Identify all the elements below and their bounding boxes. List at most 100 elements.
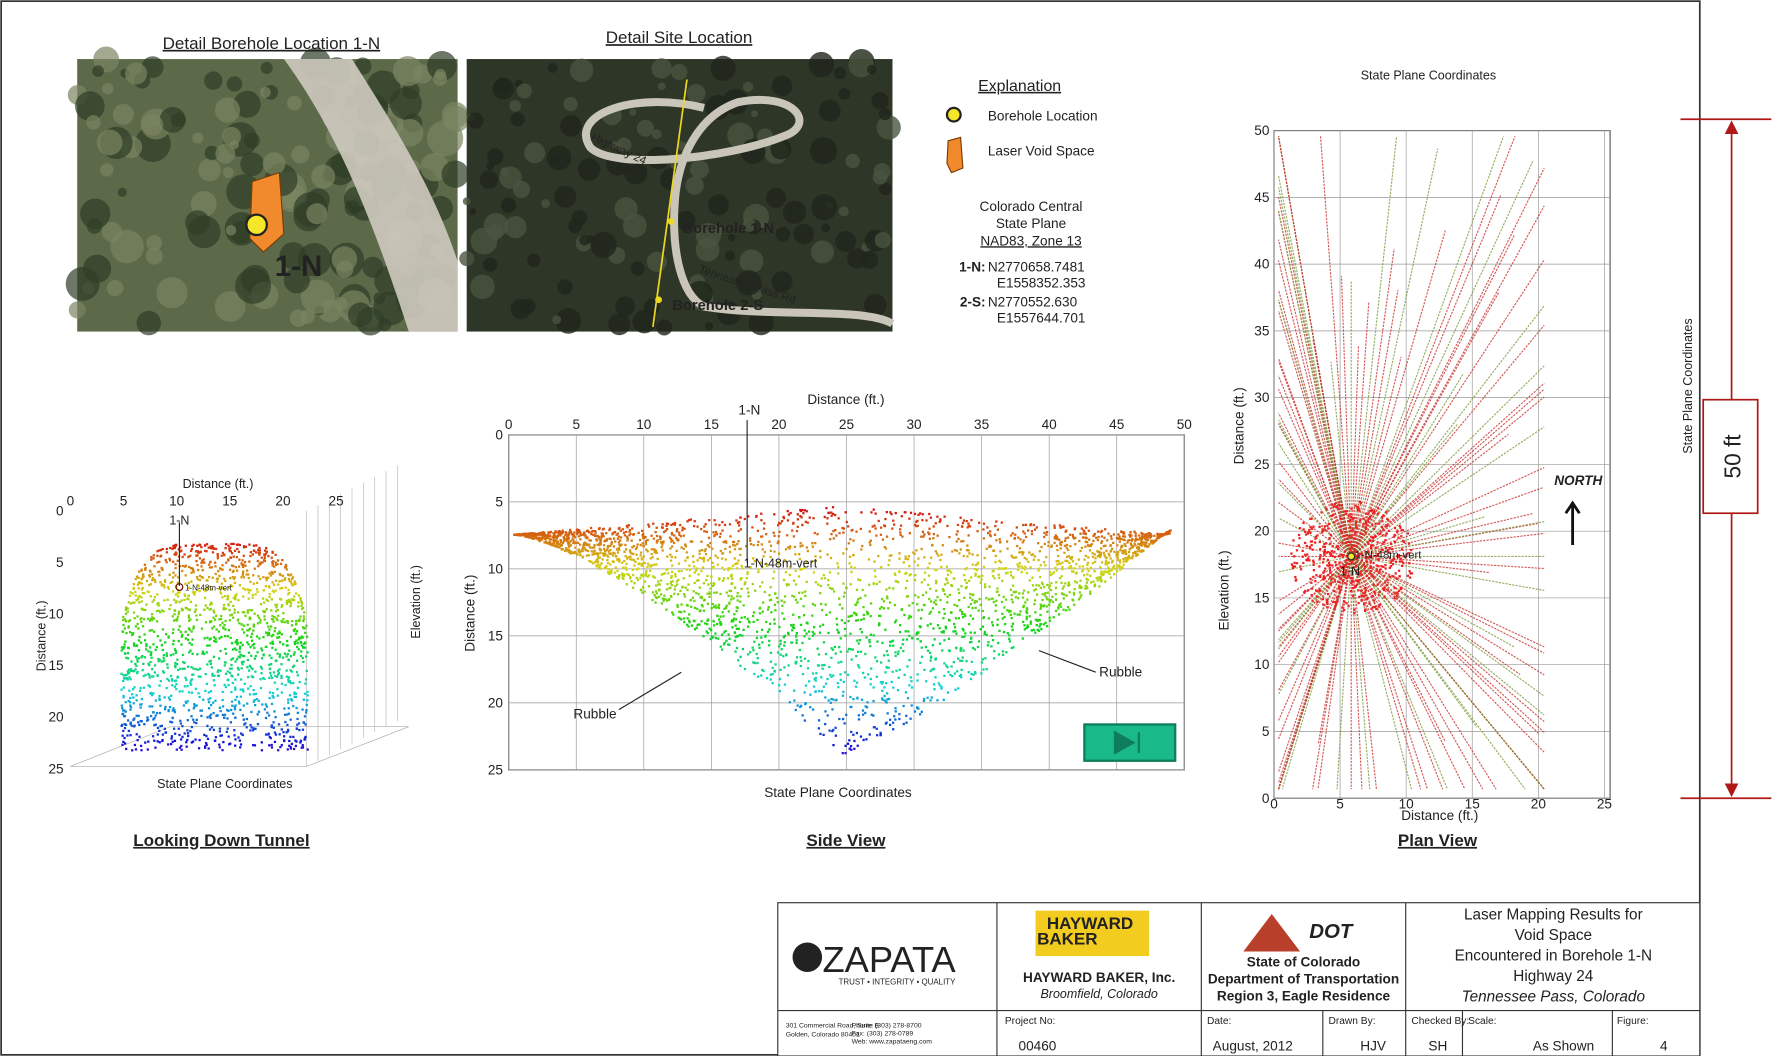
tree — [290, 310, 307, 327]
point — [221, 596, 223, 598]
point — [295, 707, 297, 709]
point — [958, 552, 960, 554]
point — [709, 557, 711, 559]
point — [797, 513, 799, 515]
point — [245, 546, 247, 548]
point — [637, 557, 639, 559]
point — [1091, 543, 1093, 545]
point — [977, 576, 979, 578]
tree — [427, 120, 463, 156]
point — [927, 650, 929, 652]
point — [295, 623, 297, 625]
tick-label: 0 — [495, 427, 503, 442]
point — [935, 603, 937, 605]
point — [639, 577, 641, 579]
point — [187, 719, 189, 721]
point — [814, 604, 816, 606]
point — [1129, 536, 1131, 538]
point — [529, 532, 531, 534]
point — [220, 592, 222, 594]
tree — [766, 188, 786, 208]
point — [1019, 547, 1021, 549]
point — [1056, 536, 1058, 538]
point — [153, 717, 155, 719]
point — [731, 578, 733, 580]
point — [152, 735, 154, 737]
point — [298, 594, 300, 596]
tree — [188, 215, 221, 248]
point — [986, 526, 988, 528]
point — [802, 512, 804, 514]
point — [1083, 558, 1085, 560]
tree — [552, 315, 561, 324]
point — [849, 633, 851, 635]
tree — [102, 83, 113, 94]
point — [1119, 561, 1121, 563]
point — [247, 659, 249, 661]
point — [984, 657, 986, 659]
point — [306, 699, 308, 701]
point — [215, 548, 217, 550]
point — [909, 532, 911, 534]
point — [706, 575, 708, 577]
point — [929, 538, 931, 540]
point — [804, 629, 806, 631]
point — [648, 574, 650, 576]
point — [1110, 538, 1112, 540]
point — [830, 698, 832, 700]
tree — [839, 206, 849, 216]
point — [984, 586, 986, 588]
point — [673, 534, 675, 536]
tree — [834, 67, 846, 79]
point — [172, 576, 174, 578]
point — [1018, 592, 1020, 594]
point — [950, 612, 952, 614]
point — [811, 542, 813, 544]
point — [1064, 540, 1066, 542]
point — [967, 549, 969, 551]
point — [129, 595, 131, 597]
point — [593, 544, 595, 546]
point — [250, 726, 252, 728]
point — [651, 599, 653, 601]
label: E1558352.353 — [997, 275, 1086, 290]
point — [804, 719, 806, 721]
point — [722, 580, 724, 582]
point — [821, 577, 823, 579]
point — [783, 579, 785, 581]
point — [129, 619, 131, 621]
point — [898, 552, 900, 554]
point — [792, 614, 794, 616]
point — [181, 608, 183, 610]
point — [907, 558, 909, 560]
point — [785, 654, 787, 656]
point — [837, 682, 839, 684]
point — [716, 623, 718, 625]
point — [657, 580, 659, 582]
point — [773, 513, 775, 515]
point — [220, 615, 222, 617]
point — [736, 543, 738, 545]
point — [605, 532, 607, 534]
point — [936, 596, 938, 598]
point — [956, 540, 958, 542]
point — [1073, 592, 1075, 594]
point — [684, 560, 686, 562]
point — [982, 668, 984, 670]
point — [274, 741, 276, 743]
point — [262, 677, 264, 679]
point — [917, 596, 919, 598]
point — [214, 638, 216, 640]
point — [277, 559, 279, 561]
point — [774, 663, 776, 665]
point — [209, 621, 211, 623]
point — [1063, 597, 1065, 599]
point — [905, 558, 907, 560]
point — [894, 707, 896, 709]
point — [185, 741, 187, 743]
point — [822, 624, 824, 626]
point — [151, 579, 153, 581]
point — [120, 689, 122, 691]
point — [1060, 582, 1062, 584]
point — [531, 537, 533, 539]
